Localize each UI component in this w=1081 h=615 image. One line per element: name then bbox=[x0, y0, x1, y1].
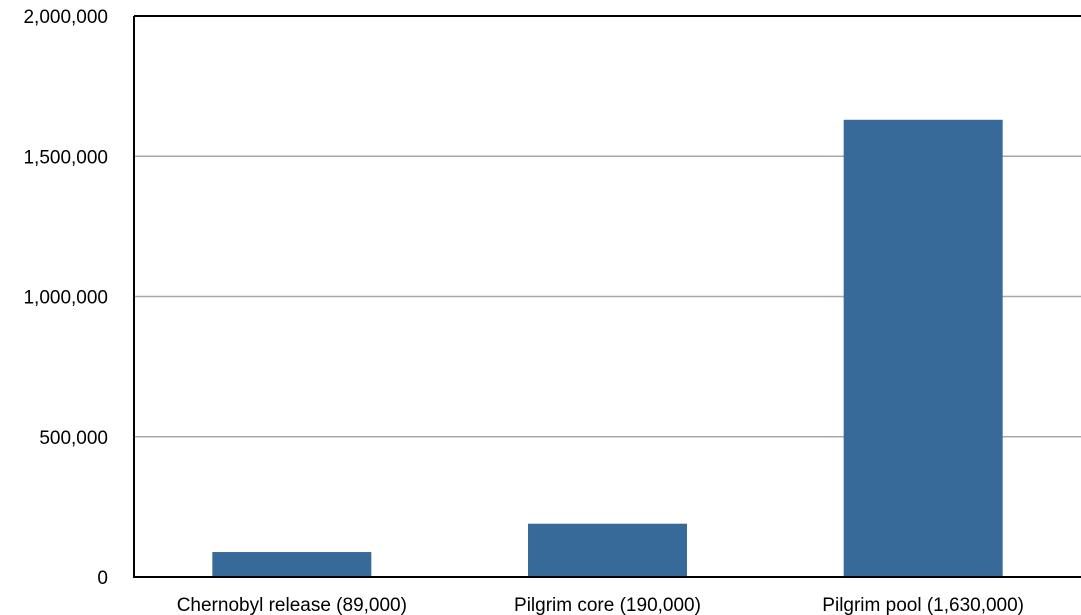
bars bbox=[212, 119, 1003, 577]
y-tick-label: 0 bbox=[97, 568, 108, 589]
x-category-label: Chernobyl release (89,000) bbox=[177, 595, 407, 615]
y-tick-label: 500,000 bbox=[39, 428, 108, 449]
y-axis-tick-labels: 0 500,000 1,000,000 1,500,000 2,000,000 bbox=[23, 7, 108, 589]
y-tick-label: 1,500,000 bbox=[23, 147, 108, 168]
bar bbox=[843, 119, 1003, 577]
y-tick-label: 2,000,000 bbox=[23, 7, 108, 28]
bar bbox=[212, 552, 372, 577]
x-axis-category-labels: Chernobyl release (89,000) Pilgrim core (… bbox=[177, 595, 1024, 615]
x-category-label: Pilgrim pool (1,630,000) bbox=[822, 595, 1024, 615]
y-tick-label: 1,000,000 bbox=[23, 288, 108, 309]
bar bbox=[528, 523, 687, 577]
x-category-label: Pilgrim core (190,000) bbox=[514, 595, 701, 615]
